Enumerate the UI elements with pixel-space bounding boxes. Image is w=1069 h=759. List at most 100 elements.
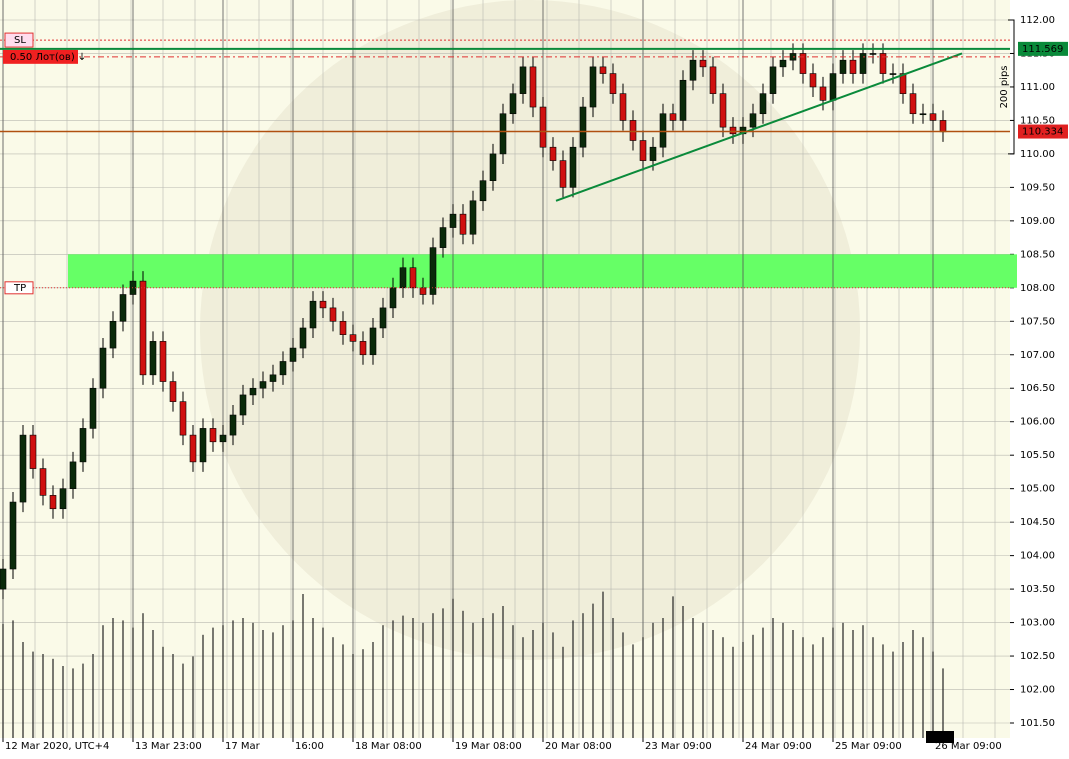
- candle-body: [869, 53, 877, 55]
- candle-body: [219, 434, 227, 443]
- candle-body: [39, 468, 47, 496]
- candle-body: [49, 495, 57, 510]
- tp-label: TP: [13, 283, 26, 294]
- candle-body: [449, 213, 457, 228]
- candle-body: [929, 113, 937, 121]
- y-tick-label: 108.50: [1020, 249, 1055, 260]
- x-tick-label: 26 Mar 09:00: [935, 741, 1002, 752]
- candle-body: [499, 113, 507, 155]
- candle-body: [429, 247, 437, 295]
- candle-body: [469, 200, 477, 235]
- candle-body: [59, 488, 67, 510]
- candle-body: [459, 213, 467, 235]
- candle-body: [399, 267, 407, 289]
- candle-body: [309, 300, 317, 329]
- y-tick-label: 104.50: [1020, 517, 1055, 528]
- candle-body: [779, 59, 787, 68]
- candle-body: [519, 66, 527, 94]
- y-tick-label: 110.00: [1020, 149, 1055, 160]
- candle-body: [119, 294, 127, 322]
- x-tick-label: 25 Mar 09:00: [835, 741, 902, 752]
- candle-body: [299, 327, 307, 349]
- candle-body: [439, 227, 447, 248]
- candle-body: [529, 66, 537, 108]
- candle-body: [239, 394, 247, 416]
- candle-body: [799, 53, 807, 74]
- candle-body: [599, 66, 607, 74]
- candle-body: [279, 361, 287, 376]
- y-tick-label: 101.50: [1020, 718, 1055, 729]
- candle-body: [629, 120, 637, 141]
- y-tick-label: 111.00: [1020, 82, 1055, 93]
- y-tick-label: 106.00: [1020, 417, 1055, 428]
- last-price-tag: [1018, 124, 1068, 139]
- candle-body: [369, 327, 377, 356]
- y-tick-label: 109.00: [1020, 216, 1055, 227]
- candle-body: [109, 320, 117, 349]
- x-tick-label: 18 Mar 08:00: [355, 741, 422, 752]
- candle-body: [679, 79, 687, 121]
- y-tick-label: 108.00: [1020, 283, 1055, 294]
- candle-body: [639, 140, 647, 161]
- candle-body: [559, 160, 567, 188]
- measure-label: 200 pips: [999, 65, 1010, 108]
- y-tick-label: 107.00: [1020, 350, 1055, 361]
- candle-body: [589, 66, 597, 108]
- candle-body: [569, 146, 577, 188]
- candle-body: [489, 153, 497, 181]
- x-tick-label: 23 Mar 09:00: [645, 741, 712, 752]
- y-tick-label: 105.00: [1020, 484, 1055, 495]
- candle-body: [619, 93, 627, 121]
- candle-body: [919, 113, 927, 116]
- sl-label: SL: [14, 35, 26, 46]
- y-tick-label: 102.50: [1020, 651, 1055, 662]
- candle-body: [809, 73, 817, 88]
- candle-body: [479, 180, 487, 202]
- candle-body: [419, 287, 427, 295]
- candle-body: [199, 428, 207, 463]
- order-tag: [3, 49, 78, 64]
- candle-body: [149, 341, 157, 376]
- candle-body: [939, 120, 947, 133]
- tp-tag: [4, 281, 34, 295]
- candle-body: [689, 59, 697, 81]
- measure-bracket: [1008, 19, 1015, 155]
- candle-body: [759, 93, 767, 115]
- candle-body: [259, 381, 267, 389]
- candle-body: [69, 461, 77, 489]
- x-tick-label: 20 Mar 08:00: [545, 741, 612, 752]
- y-tick-label: 102.00: [1020, 685, 1055, 696]
- candle-body: [889, 73, 897, 75]
- candle-body: [289, 347, 297, 362]
- order-label: 0.50 Лот(ов) ↓: [10, 52, 86, 63]
- timer-box: [926, 731, 954, 743]
- candle-body: [609, 73, 617, 94]
- level-tag: [1018, 41, 1068, 56]
- timer: 24:18: [926, 732, 955, 743]
- candle-body: [189, 434, 197, 463]
- y-tick-label: 104.00: [1020, 551, 1055, 562]
- candle-body: [699, 59, 707, 68]
- candle-body: [839, 59, 847, 74]
- candle-body: [579, 106, 587, 148]
- candle-body: [19, 434, 27, 503]
- candle-body: [829, 73, 837, 101]
- y-tick-label: 103.50: [1020, 584, 1055, 595]
- y-tick-label: 112.00: [1020, 15, 1055, 26]
- candle-body: [269, 374, 277, 382]
- x-tick-label: 16:00: [295, 741, 324, 752]
- trendline: [555, 52, 963, 202]
- candle-body: [29, 434, 37, 469]
- candle-body: [319, 300, 327, 309]
- candle-body: [209, 428, 217, 443]
- price-axis-panel: [1010, 0, 1069, 755]
- candle-body: [329, 307, 337, 322]
- candle-body: [99, 347, 107, 389]
- x-tick-label: 13 Mar 23:00: [135, 741, 202, 752]
- candle-body: [729, 126, 737, 135]
- x-tick-label: 12 Mar 2020, UTC+4: [5, 741, 109, 752]
- background-globe: [200, 0, 860, 660]
- level-label: 111.569: [1022, 44, 1063, 55]
- candle-body: [79, 428, 87, 463]
- y-tick-label: 105.50: [1020, 450, 1055, 461]
